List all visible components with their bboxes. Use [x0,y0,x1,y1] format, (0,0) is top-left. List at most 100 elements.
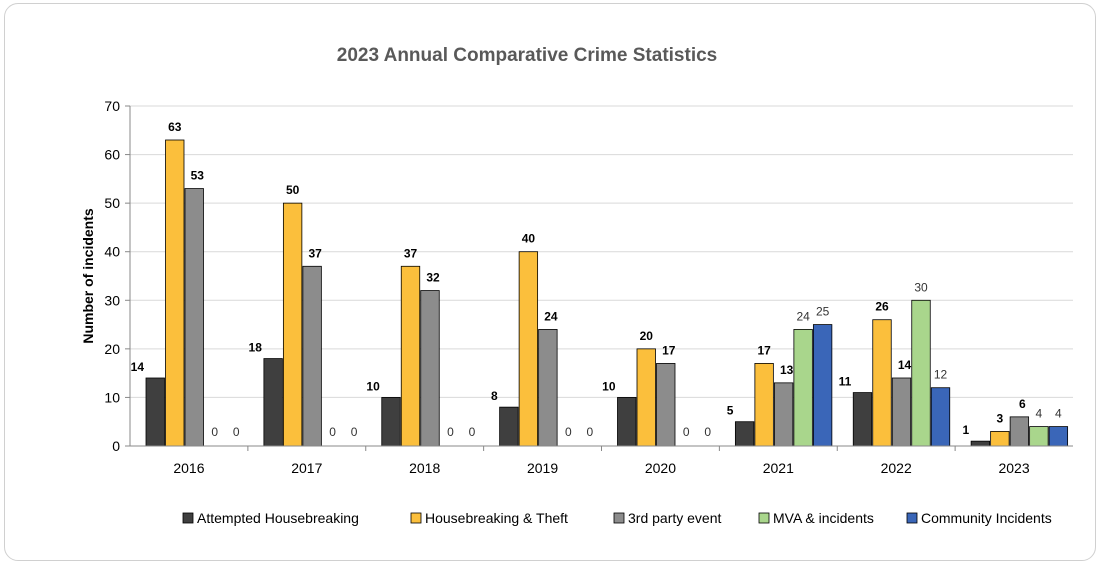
data-label: 53 [191,169,205,183]
bar [891,377,912,447]
legend-label: 3rd party event [628,510,721,526]
y-axis-ticks: 0 10 20 30 40 50 60 70 [104,98,131,454]
bar [970,440,991,447]
bar [145,377,165,447]
legend-swatch [613,512,625,524]
bar [184,188,204,447]
data-label: 20 [640,329,654,343]
bar [499,406,519,447]
data-label: 3 [997,411,1004,425]
y-tick-label: 30 [104,292,120,308]
data-label: 8 [491,389,498,403]
data-label: 0 [351,425,358,439]
data-label: 0 [233,425,240,439]
bar [636,348,656,447]
data-label: 17 [662,343,676,357]
data-label: 17 [757,343,771,357]
bar [1009,416,1030,447]
bar [282,202,303,447]
y-tick-label: 50 [104,195,120,211]
legend-swatch [410,512,422,524]
y-tick-label: 60 [104,147,120,163]
data-label: 37 [308,246,322,260]
data-label: 0 [587,425,594,439]
data-label: 26 [875,300,889,314]
x-tick-label: 2021 [763,460,794,476]
x-tick-label: 2022 [881,460,912,476]
legend-swatch [182,512,194,524]
data-label: 14 [898,358,912,372]
bar [165,139,185,447]
data-label: 24 [544,309,558,323]
bar [754,363,774,447]
y-tick-label: 70 [104,98,120,114]
legend-label: Housebreaking & Theft [425,510,568,526]
x-tick-label: 2023 [998,460,1029,476]
x-axis-ticks: 2016 2017 2018 2019 2020 2021 2022 2023 [173,446,1030,476]
data-label: 10 [602,379,616,393]
data-label: 18 [249,341,263,355]
data-label: 4 [1036,407,1043,421]
legend: Attempted Housebreaking Housebreaking & T… [182,510,1052,526]
bar [734,421,755,447]
bar [656,363,676,447]
x-tick-label: 2019 [527,460,558,476]
data-label: 37 [404,246,418,260]
data-label: 1 [962,423,969,437]
legend-swatch [758,512,770,524]
bar [518,251,539,447]
bar [381,397,401,447]
data-label: 40 [522,232,536,246]
data-label: 50 [286,183,300,197]
data-label: 0 [683,425,690,439]
bar [263,358,283,447]
data-label: 14 [131,360,145,374]
data-label: 13 [780,363,794,377]
bar [911,299,931,447]
data-label: 0 [704,425,711,439]
bar [773,382,794,447]
legend-label: MVA & incidents [773,510,874,526]
data-label: 24 [796,309,810,323]
x-tick-label: 2017 [291,460,322,476]
data-label: 0 [329,425,336,439]
bar [302,265,322,447]
bar [930,387,951,447]
bar [538,329,558,447]
data-label: 4 [1055,407,1062,421]
data-label: 0 [447,425,454,439]
bar [617,397,637,447]
bar [793,329,813,447]
bar [1048,426,1069,447]
data-label: 30 [914,280,928,294]
chart-title: 2023 Annual Comparative Crime Statistics [337,45,718,66]
bar [420,290,440,447]
bars [145,139,1069,447]
data-label: 0 [211,425,218,439]
legend-label: Attempted Housebreaking [197,510,359,526]
y-tick-label: 0 [112,438,120,454]
bar [812,324,833,447]
y-tick-label: 10 [104,389,120,405]
x-tick-label: 2018 [409,460,440,476]
data-label: 6 [1019,397,1026,411]
legend-swatch [906,512,918,524]
bar [990,431,1010,447]
legend-label: Community Incidents [921,510,1052,526]
bar [872,319,892,447]
gridlines [130,105,1073,398]
data-label: 5 [727,404,734,418]
bar [400,265,421,447]
bar [1029,426,1049,447]
data-label: 10 [366,379,380,393]
data-label: 32 [426,271,440,285]
data-label: 12 [934,368,948,382]
data-label: 0 [469,425,476,439]
bar [852,392,873,447]
data-label: 63 [168,120,182,134]
y-tick-label: 40 [104,244,120,260]
x-tick-label: 2020 [645,460,676,476]
data-label: 0 [565,425,572,439]
